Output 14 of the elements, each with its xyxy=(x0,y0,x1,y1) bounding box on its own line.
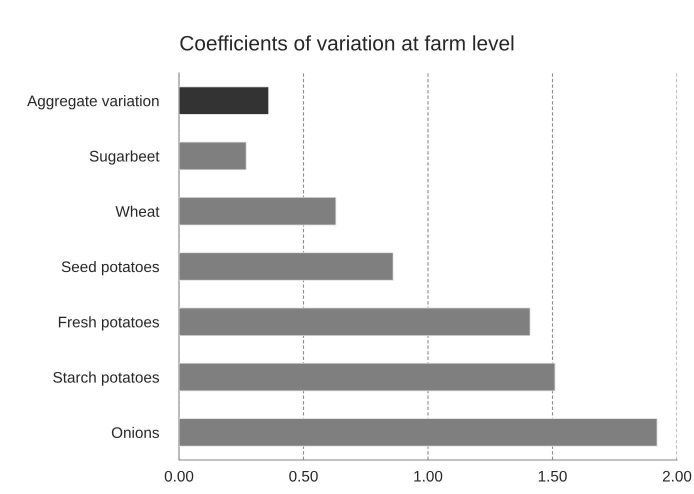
y-tick-label: Starch potatoes xyxy=(53,372,160,386)
y-tick-label: Fresh potatoes xyxy=(58,316,160,330)
x-tick-label: 2.00 xyxy=(662,470,692,482)
x-tick-label: 1.00 xyxy=(414,470,442,482)
y-tick-label: Sugarbeet xyxy=(90,150,160,165)
chart-title: Coefficients of variation at farm level xyxy=(180,35,514,51)
x-tick-label: 0.50 xyxy=(289,470,318,482)
y-tick-label: Aggregate variation xyxy=(27,95,159,110)
y-tick-label: Seed potatoes xyxy=(62,260,160,276)
x-tick-label: 0.00 xyxy=(164,470,194,482)
y-tick-label: Onions xyxy=(112,426,160,438)
y-tick-label: Wheat xyxy=(115,206,160,217)
x-tick-label: 1.50 xyxy=(538,470,567,482)
bar xyxy=(179,86,270,115)
